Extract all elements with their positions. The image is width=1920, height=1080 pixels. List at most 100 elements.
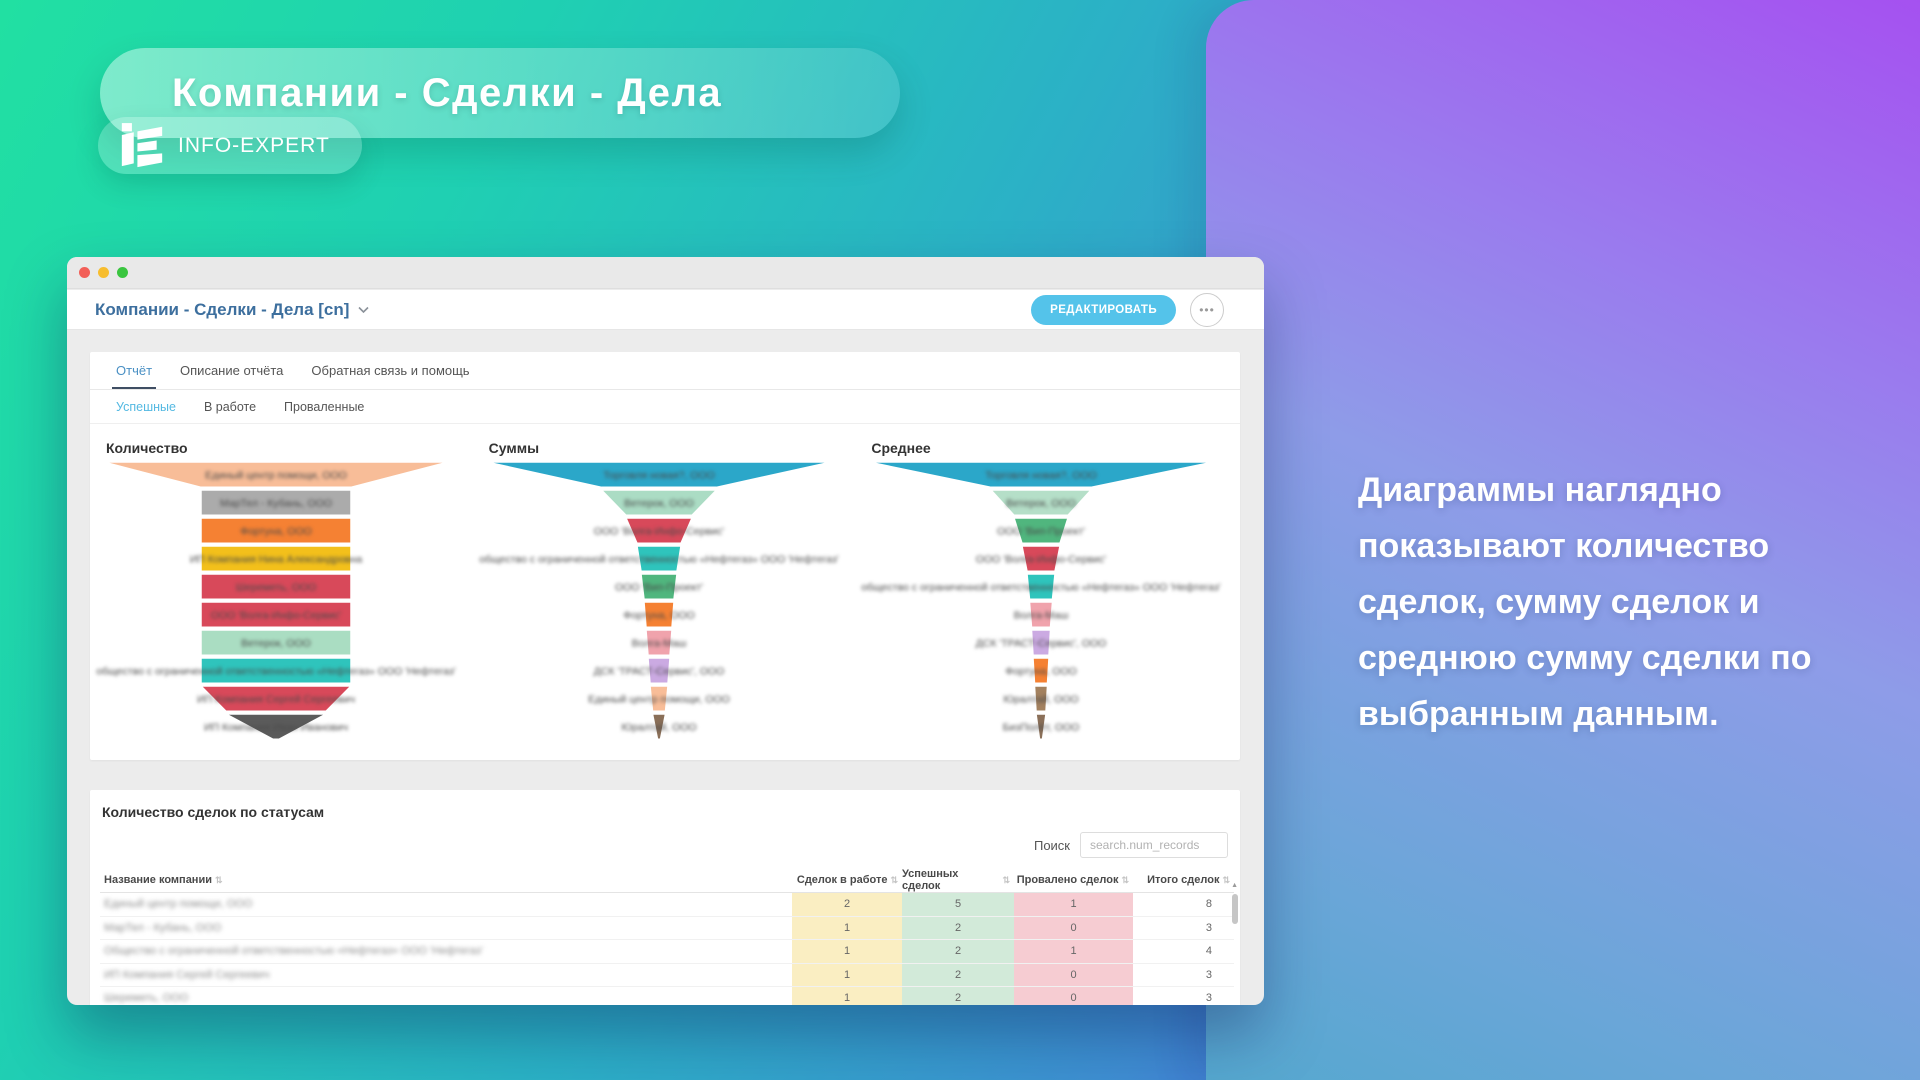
funnel-title: Суммы (488, 440, 540, 456)
funnel-segment-4[interactable] (200, 545, 352, 573)
funnel-segment-10[interactable] (225, 713, 327, 741)
funnel-segment-3[interactable] (200, 517, 352, 545)
report-tabs: Отчёт Описание отчёта Обратная связь и п… (90, 352, 1240, 390)
table-row[interactable]: Единый центр помощи, ООО 2 5 1 8 (100, 893, 1234, 917)
table-row[interactable]: МарТел - Кубань, ООО 1 2 0 3 (100, 916, 1234, 940)
zoom-window-button[interactable] (117, 267, 128, 278)
funnel-segment-1[interactable] (103, 461, 449, 489)
company-name-cell: ИП Компания Сергей Сергеевич (104, 968, 270, 981)
tab-feedback-help[interactable]: Обратная связь и помощь (311, 363, 470, 378)
table-row[interactable]: Шереметь, ООО 1 2 0 3 (100, 987, 1234, 1005)
funnel-segment-2[interactable] (989, 489, 1094, 517)
funnel-segment-label: Единый центр помощи, ООО (588, 694, 730, 706)
status-subtabs: Успешные В работе Проваленные (90, 390, 1240, 424)
subtab-failed[interactable]: Проваленные (284, 399, 365, 414)
value-cell: 0 (1014, 963, 1133, 986)
funnel-segment-5[interactable] (1026, 573, 1057, 601)
subtab-in-progress[interactable]: В работе (203, 399, 257, 414)
funnel-segment-label: Фортуна, ООО (240, 526, 312, 538)
funnel-segment-label: общество с ограниченной ответственностью… (96, 666, 455, 678)
funnel-segment-label: МарТел - Кубань, ООО (220, 498, 332, 510)
column-header-label: Название компании (104, 874, 212, 886)
funnel-segment-8[interactable] (646, 657, 671, 685)
statuses-table-card: Количество сделок по статусам Поиск Назв… (90, 790, 1240, 1005)
column-header-2[interactable]: Сделок в работе ⇅ (792, 868, 902, 892)
funnel-segment-label: Волга-Маш (1014, 610, 1069, 622)
funnel-segment-1[interactable] (486, 461, 832, 489)
funnel-segment-label: ООО 'Волга-Инфо-Сервис' (211, 610, 341, 622)
value-cell: 1 (1014, 893, 1133, 916)
edit-button[interactable]: РЕДАКТИРОВАТЬ (1031, 295, 1176, 325)
value-cell: 3 (1205, 968, 1212, 981)
funnel-chart-3: Среднее Торговля новая?, ООО Ветерок, ООО О… (857, 438, 1240, 751)
funnel-segment-1[interactable] (868, 461, 1214, 489)
funnel-segment-label: Юралтай, ООО (621, 722, 696, 734)
funnel-segment-3[interactable] (1013, 517, 1070, 545)
funnel-segment-10[interactable] (651, 713, 667, 741)
value-cell: 2 (902, 987, 1014, 1005)
value-cell: 2 (902, 963, 1014, 986)
value-cell: 1 (792, 987, 902, 1005)
value-cell: 0 (1014, 916, 1133, 939)
table-title: Количество сделок по статусам (102, 804, 325, 820)
funnel-segment-8[interactable] (200, 657, 352, 685)
close-window-button[interactable] (79, 267, 90, 278)
column-header-1[interactable]: Название компании ⇅ (100, 868, 792, 892)
funnel-segment-label: Единый центр помощи, ООО (205, 470, 347, 482)
tab-report-description[interactable]: Описание отчёта (180, 363, 284, 378)
subtab-successful[interactable]: Успешные (116, 399, 176, 414)
funnel-segment-4[interactable] (1021, 545, 1062, 573)
funnel-segment-label: Волга-Маш (631, 638, 686, 650)
funnel-segment-label: ДСК 'ТРАСТ-Сервис', ООО (593, 666, 724, 678)
report-title-dropdown[interactable]: Компании - Сделки - Дела [cn] (95, 300, 369, 320)
column-header-3[interactable]: Успешных сделок ⇅ (902, 868, 1014, 892)
funnel-segment-7[interactable] (1031, 629, 1052, 657)
funnel-segment-9[interactable] (199, 685, 353, 713)
value-cell: 2 (792, 893, 902, 916)
funnel-segment-10[interactable] (1035, 713, 1048, 741)
ellipsis-icon: ••• (1199, 303, 1215, 317)
scrollbar-up-arrow[interactable]: ▲ (1231, 882, 1238, 889)
funnel-segment-9[interactable] (648, 685, 669, 713)
table-search: Поиск (1034, 832, 1228, 858)
funnel-segment-3[interactable] (624, 517, 693, 545)
title-banner: Компании - Сделки - Дела (100, 48, 900, 138)
funnel-segment-7[interactable] (200, 629, 352, 657)
funnel-segment-8[interactable] (1032, 657, 1051, 685)
funnel-segment-label: Ветерок, ООО (241, 638, 311, 650)
window-titlebar (67, 257, 1264, 289)
funnel-segment-label: БизПолёт, ООО (1003, 722, 1080, 734)
table-row[interactable]: Общество с ограниченной ответственностью… (100, 940, 1234, 964)
minimize-window-button[interactable] (98, 267, 109, 278)
value-cell: 3 (1205, 921, 1212, 934)
search-label: Поиск (1033, 837, 1070, 853)
funnel-charts-row: Количество Единый центр помощи, ООО МарТел… (90, 424, 1240, 751)
report-title: Компании - Сделки - Дела [cn] (95, 300, 350, 319)
funnel-segment-5[interactable] (639, 573, 678, 601)
funnel-segment-6[interactable] (1029, 601, 1054, 629)
table-row[interactable]: ИП Компания Сергей Сергеевич 1 2 0 3 (100, 963, 1234, 987)
column-header-5[interactable]: Итого сделок ⇅ (1133, 868, 1234, 892)
company-name-cell: Единый центр помощи, ООО (104, 898, 253, 911)
brand-chip: INFO-EXPERT (98, 117, 362, 174)
funnel-segment-4[interactable] (635, 545, 682, 573)
column-header-label: Итого сделок (1147, 874, 1220, 886)
funnel-svg: Единый центр помощи, ООО МарТел - Кубань,… (96, 461, 456, 741)
sort-icon: ⇅ (890, 874, 898, 885)
funnel-segment-9[interactable] (1034, 685, 1049, 713)
column-header-4[interactable]: Провалено сделок ⇅ (1014, 868, 1133, 892)
value-cell: 1 (792, 916, 902, 939)
funnel-segment-6[interactable] (642, 601, 675, 629)
funnel-segment-2[interactable] (599, 489, 718, 517)
more-options-button[interactable]: ••• (1190, 293, 1224, 327)
funnel-segment-7[interactable] (644, 629, 673, 657)
company-name-cell: Шереметь, ООО (104, 992, 189, 1005)
scrollbar-thumb[interactable] (1232, 894, 1238, 924)
funnel-segment-5[interactable] (200, 573, 352, 601)
marketing-text: Диаграммы наглядно показывают количество… (1358, 462, 1918, 742)
funnel-segment-2[interactable] (200, 489, 352, 517)
funnel-segment-6[interactable] (200, 601, 352, 629)
value-cell: 1 (792, 940, 902, 963)
tab-report[interactable]: Отчёт (102, 352, 166, 389)
search-input[interactable] (1080, 832, 1228, 858)
